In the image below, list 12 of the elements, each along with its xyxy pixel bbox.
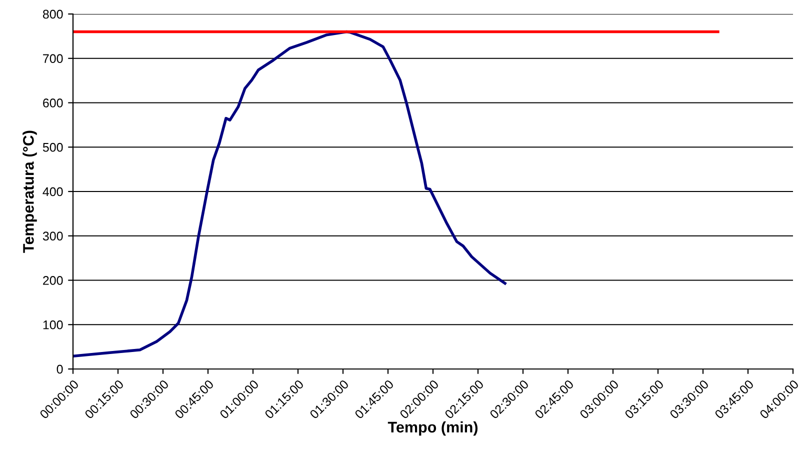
line-series bbox=[73, 30, 506, 358]
y-tick-label: 700 bbox=[43, 54, 63, 64]
y-tick-label: 600 bbox=[43, 98, 63, 108]
y-tick-label: 300 bbox=[42, 232, 63, 241]
y-axis-title: Temperatura (°C) bbox=[22, 130, 37, 253]
y-tick-label: 400 bbox=[42, 187, 63, 196]
y-tick-label: 800 bbox=[42, 10, 63, 19]
y-tick-label: 500 bbox=[42, 142, 63, 152]
y-tick-label: 200 bbox=[43, 276, 63, 285]
y-tick-label: 0 bbox=[56, 364, 63, 374]
y-tick-label: 100 bbox=[43, 320, 63, 330]
x-axis-title: Tempo (min) bbox=[388, 421, 478, 436]
